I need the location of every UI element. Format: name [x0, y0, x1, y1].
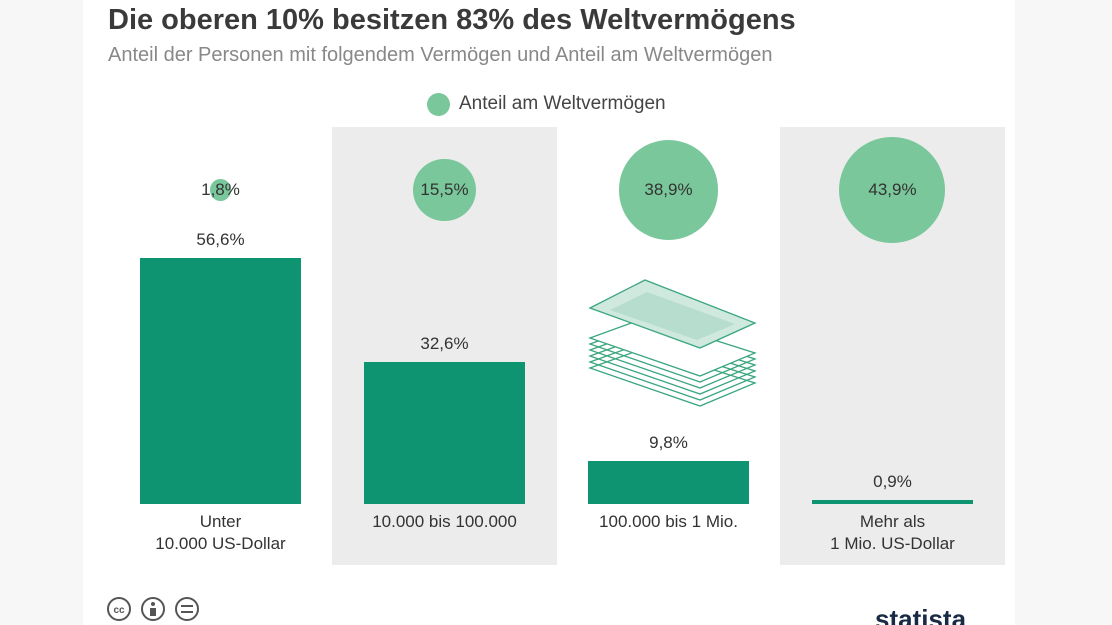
x-tick-label: Mehr als 1 Mio. US-Dollar	[830, 512, 955, 553]
side-margin	[1015, 0, 1112, 625]
bubble-value-label: 38,9%	[644, 180, 693, 199]
chart-subtitle: Anteil der Personen mit folgendem Vermög…	[108, 44, 773, 66]
bubble-value-label: 43,9%	[868, 180, 917, 199]
bar	[140, 257, 301, 504]
legend-label: Anteil am Weltvermögen	[459, 93, 666, 114]
brand: statista	[875, 604, 967, 625]
bar	[588, 461, 749, 504]
bubble-value-label: 15,5%	[420, 180, 469, 199]
svg-text:cc: cc	[113, 605, 125, 616]
bubble	[209, 179, 232, 201]
bar-value-label: 9,8%	[649, 433, 688, 453]
chart-title: Die oberen 10% besitzen 83% des Weltverm…	[108, 4, 796, 36]
x-tick-label: 10.000 bis 100.000	[372, 512, 517, 531]
bubble	[413, 158, 476, 222]
bubble-value-label: 1,8%	[201, 180, 240, 199]
money-icon	[588, 279, 757, 407]
legend-marker	[427, 92, 450, 116]
bar-value-label: 32,6%	[420, 334, 469, 354]
legend: Anteil am Weltvermögen	[427, 92, 666, 116]
x-tick-label: 100.000 bis 1 Mio.	[599, 512, 738, 531]
license-icons: cc	[107, 597, 199, 621]
bubble	[839, 136, 946, 243]
side-margin	[0, 0, 83, 625]
bar-value-label: 56,6%	[196, 229, 245, 249]
x-tick-label: Unter 10.000 US-Dollar	[155, 512, 286, 553]
bar	[812, 500, 973, 504]
bar-value-label: 0,9%	[873, 472, 912, 492]
bar	[364, 362, 525, 504]
bubble	[618, 140, 719, 240]
